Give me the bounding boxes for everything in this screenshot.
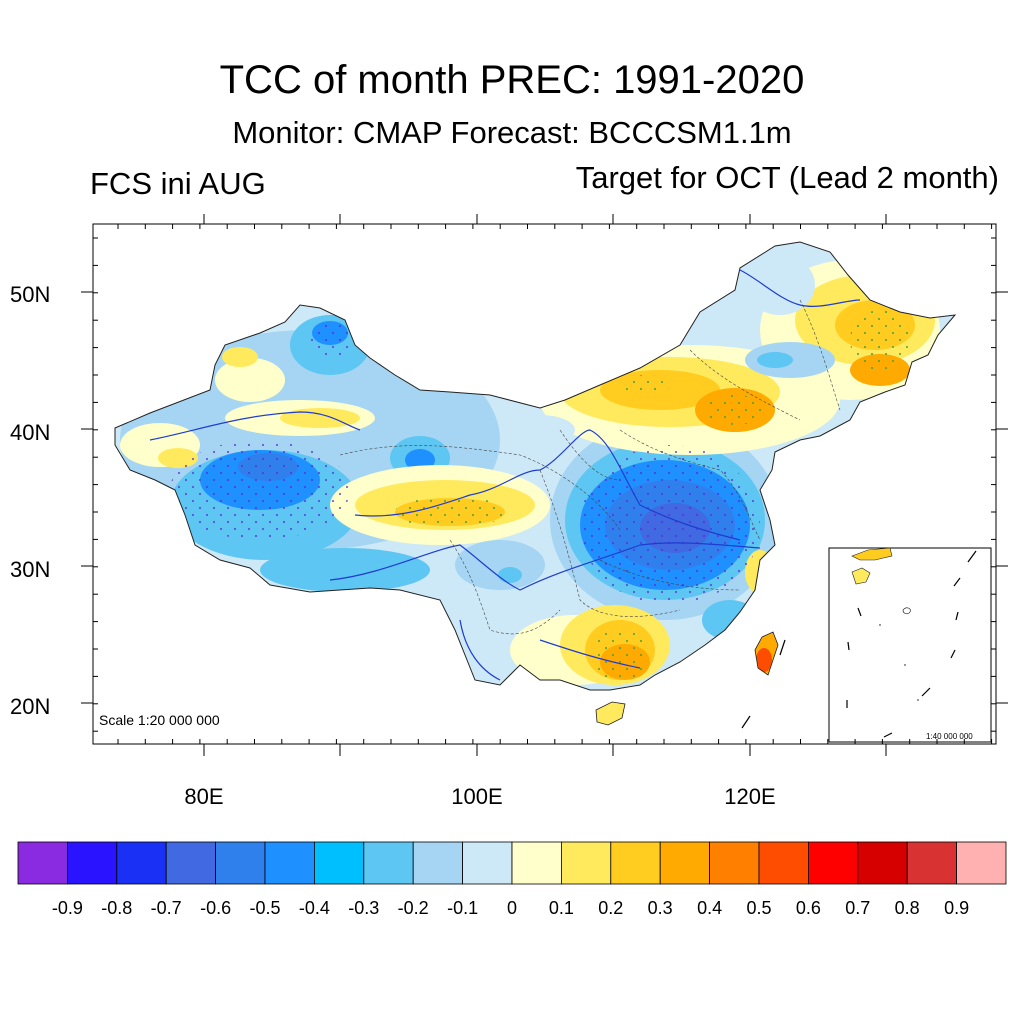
lat-label-30n: 30N	[10, 557, 50, 582]
colorbar-label: 0.3	[648, 898, 673, 918]
colorbar-label: -0.8	[101, 898, 132, 918]
forecast-init-label: FCS ini AUG	[90, 166, 266, 201]
scale-main-label: Scale 1:20 000 000	[99, 712, 220, 728]
colorbar-label: -0.4	[299, 898, 330, 918]
colorbar-swatch	[610, 841, 661, 885]
colorbar-swatch	[857, 841, 908, 885]
colorbar-label: -0.6	[200, 898, 231, 918]
map-title: TCC of month PREC: 1991-2020	[219, 58, 805, 102]
taiwan-outline	[754, 631, 779, 676]
colorbar-label: -0.7	[151, 898, 182, 918]
colorbar-label: -0.2	[398, 898, 429, 918]
lat-label-20n: 20N	[10, 694, 50, 719]
colorbar-label: 0.6	[796, 898, 821, 918]
colorbar-label: 0.5	[746, 898, 771, 918]
colorbar-label: 0.4	[697, 898, 722, 918]
colorbar: -0.9 -0.8 -0.7 -0.6 -0.5 -0.4 -0.3 -0.2 -0.1 0 0.1…	[17, 841, 1007, 918]
colorbar-label: 0	[507, 898, 517, 918]
map-subtitle: Monitor: CMAP Forecast: BCCCSM1.1m	[232, 115, 792, 150]
colorbar-swatch	[709, 841, 760, 885]
colorbar-swatch	[659, 841, 711, 885]
province-boundaries	[339, 299, 841, 635]
colorbar-swatch	[758, 841, 809, 885]
colorbar-label: 0.2	[598, 898, 623, 918]
colorbar-label: -0.1	[447, 898, 478, 918]
colorbar-label: -0.9	[52, 898, 83, 918]
colorbar-label: -0.3	[348, 898, 379, 918]
inset-map-frame	[828, 547, 992, 743]
colorbar-swatch	[561, 841, 612, 885]
colorbar-label: 0.9	[944, 898, 969, 918]
axis-ticks	[81, 214, 1008, 756]
scale-inset-label: 1:40 000 000	[926, 732, 973, 741]
inset-map	[846, 547, 977, 738]
colorbar-swatch	[906, 841, 958, 885]
colorbar-swatch	[313, 841, 365, 885]
lat-label-40n: 40N	[10, 420, 50, 445]
colorbar-swatch	[67, 841, 118, 885]
lon-label-120e: 120E	[724, 784, 775, 809]
target-lead-label: Target for OCT (Lead 2 month)	[575, 160, 999, 195]
colorbar-swatch	[264, 841, 315, 885]
colorbar-label: -0.5	[249, 898, 280, 918]
colorbar-swatch	[412, 841, 464, 885]
sea-boundary-marks	[741, 639, 786, 729]
colorbar-swatch	[363, 841, 414, 885]
lat-label-50n: 50N	[10, 282, 50, 307]
colorbar-swatch	[808, 841, 859, 885]
country-outline	[114, 241, 957, 691]
colorbar-swatch	[956, 841, 1007, 885]
colorbar-label: 0.8	[895, 898, 920, 918]
colorbar-swatch	[116, 841, 167, 885]
rivers	[149, 269, 861, 681]
hainan-field	[596, 702, 625, 725]
colorbar-swatch	[511, 841, 562, 885]
colorbar-label: 0.1	[549, 898, 574, 918]
lon-label-80e: 80E	[184, 784, 223, 809]
colorbar-swatch	[17, 841, 68, 885]
colorbar-swatch	[215, 841, 266, 885]
colorbar-swatch	[462, 841, 513, 885]
hainan-outline	[595, 701, 626, 726]
lon-label-100e: 100E	[451, 784, 502, 809]
colorbar-label: 0.7	[845, 898, 870, 918]
colorbar-swatch	[165, 841, 216, 885]
